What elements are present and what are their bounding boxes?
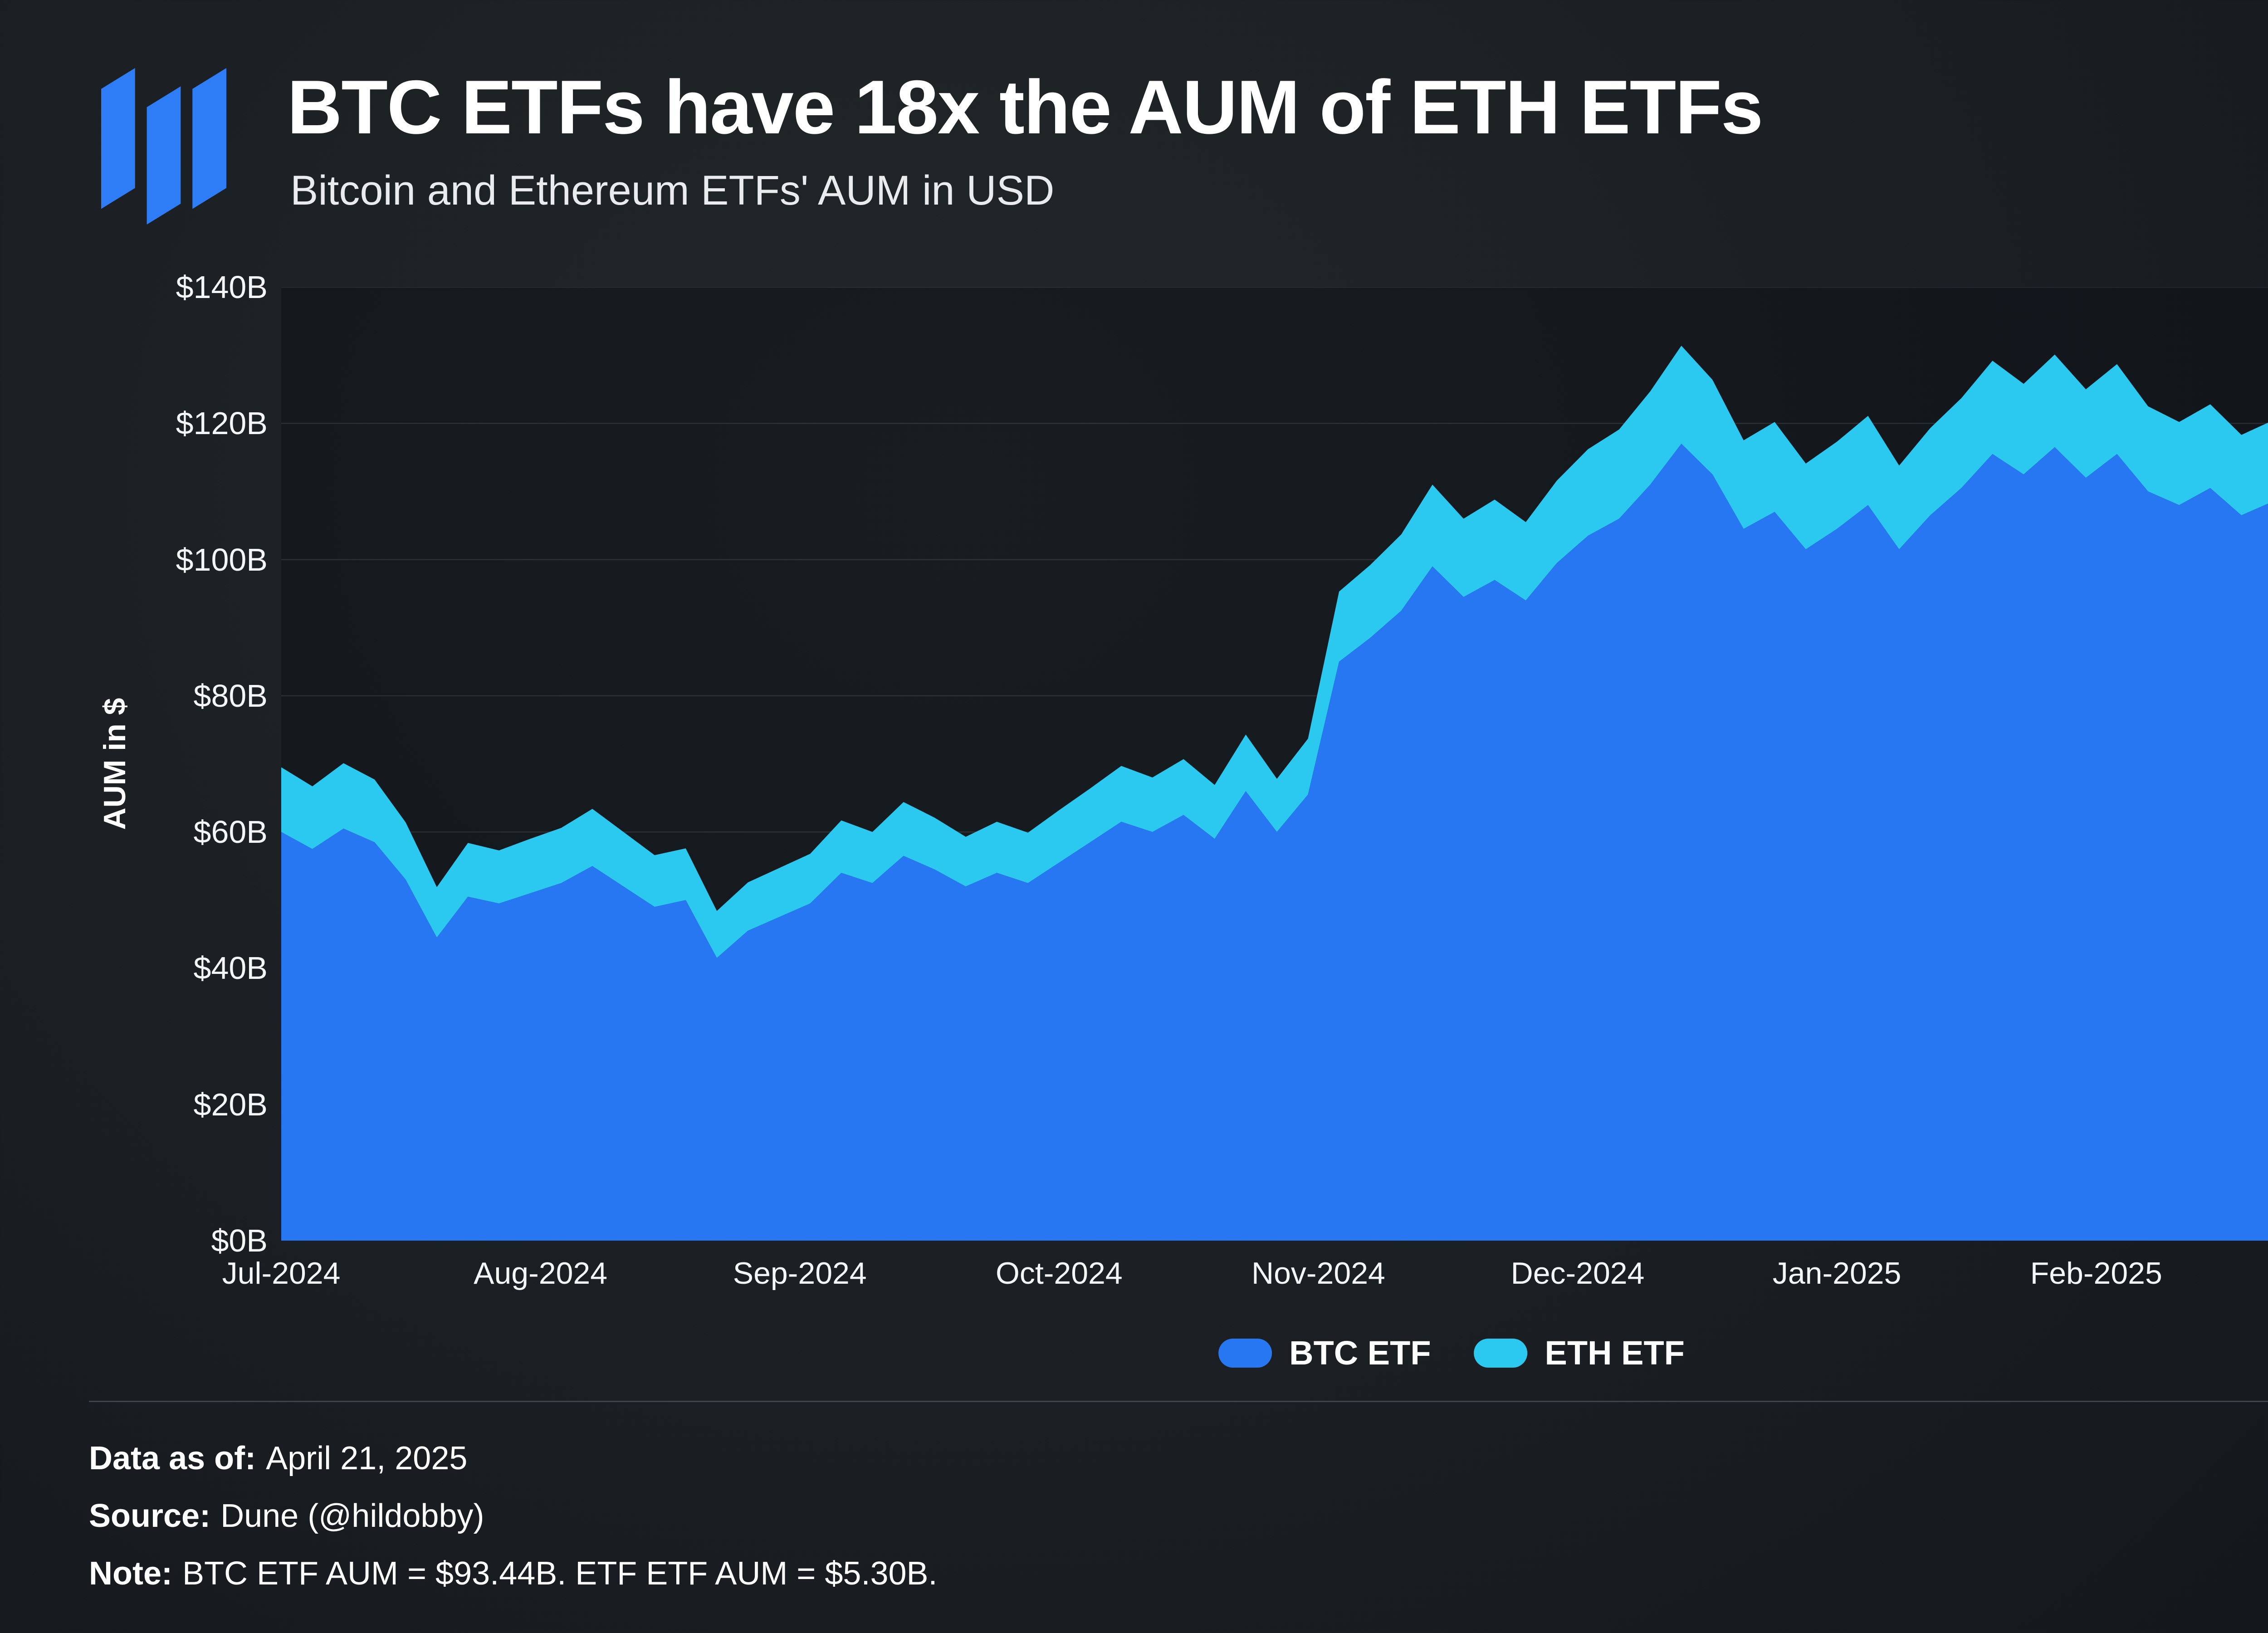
legend-label: ETH ETF (1545, 1334, 1685, 1372)
x-axis-tick-label: Jul-2024 (222, 1256, 341, 1291)
legend-item-btc-etf: BTC ETF (1218, 1334, 1431, 1372)
y-axis-tick-labels: $0B $20B $40B $60B $80B $100B $120B $140B (0, 271, 281, 1257)
page-title: BTC ETFs have 18x the AUM of ETH ETFs (287, 64, 1763, 150)
source-label: Source: (89, 1498, 211, 1534)
source-line: Source: Dune (@hildobby) (89, 1487, 938, 1545)
y-axis-tick-label: $100B (176, 542, 268, 577)
legend-swatch (1474, 1338, 1528, 1368)
page-subtitle: Bitcoin and Ethereum ETFs' AUM in USD (290, 167, 1055, 214)
footer-divider (89, 1401, 2268, 1402)
note-value: BTC ETF AUM = $93.44B. ETF ETF AUM = $5.… (182, 1555, 938, 1592)
x-axis-tick-label: Nov-2024 (1251, 1256, 1385, 1291)
legend-swatch (1218, 1338, 1272, 1368)
x-axis-tick-label: Dec-2024 (1510, 1256, 1645, 1291)
legend-item-eth-etf: ETH ETF (1474, 1334, 1685, 1372)
x-axis-tick-label: Sep-2024 (733, 1256, 867, 1291)
y-axis-tick-label: $40B (193, 950, 268, 986)
messari-logo-icon (101, 68, 226, 225)
y-axis-tick-label: $60B (193, 814, 268, 850)
data-as-of-line: Data as of: April 21, 2025 (89, 1430, 938, 1487)
x-axis-tick-label: Feb-2025 (2030, 1256, 2162, 1291)
eth-etf-area (281, 346, 2268, 958)
btc-etf-area (281, 444, 2268, 1241)
data-as-of-value: April 21, 2025 (266, 1440, 468, 1477)
footer: Data as of: April 21, 2025 Source: Dune (@… (89, 1430, 938, 1603)
note-label: Note: (89, 1555, 172, 1592)
x-axis-tick-label: Aug-2024 (474, 1256, 608, 1291)
y-axis-tick-label: $140B (176, 269, 268, 305)
y-axis-tick-label: $20B (193, 1086, 268, 1122)
stacked-area-chart (281, 287, 2268, 1241)
y-axis-tick-label: $120B (176, 406, 268, 441)
x-axis-tick-label: Jan-2025 (1772, 1256, 1901, 1291)
chart-legend: BTC ETF ETH ETF (1218, 1334, 1685, 1372)
x-axis-tick-label: Oct-2024 (995, 1256, 1123, 1291)
data-as-of-label: Data as of: (89, 1440, 256, 1477)
y-axis-tick-label: $0B (211, 1223, 268, 1258)
legend-label: BTC ETF (1289, 1334, 1431, 1372)
note-line: Note: BTC ETF AUM = $93.44B. ETF ETF AUM … (89, 1545, 938, 1603)
source-value: Dune (@hildobby) (220, 1498, 484, 1534)
y-axis-tick-label: $80B (193, 678, 268, 714)
x-axis-tick-labels: Jul-2024 Aug-2024 Sep-2024 Oct-2024 Nov-2024… (222, 1254, 2268, 1300)
chart-canvas (281, 287, 2268, 1241)
